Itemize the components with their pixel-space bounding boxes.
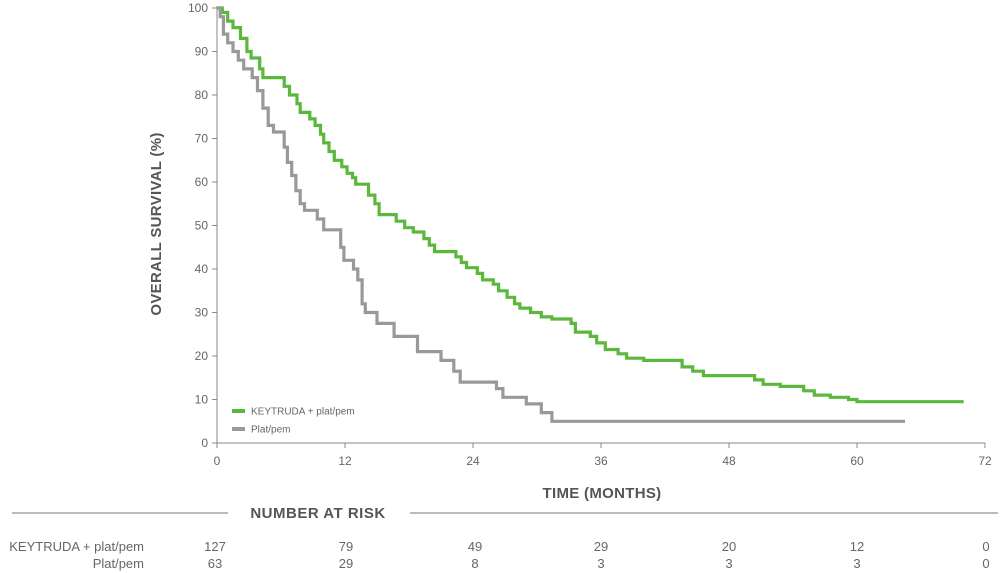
y-tick-label: 40 — [195, 262, 209, 276]
legend-label: Plat/pem — [251, 425, 290, 436]
x-tick-label: 48 — [722, 454, 736, 468]
y-tick-label: 30 — [195, 306, 209, 320]
y-tick-label: 10 — [195, 393, 209, 407]
y-tick-label: 20 — [195, 349, 209, 363]
risk-value: 29 — [339, 556, 353, 571]
x-tick-label: 72 — [978, 454, 992, 468]
x-tick-label: 12 — [338, 454, 352, 468]
risk-value: 3 — [853, 556, 860, 571]
risk-value: 0 — [982, 539, 989, 554]
y-tick-label: 90 — [195, 45, 209, 59]
risk-value: 63 — [208, 556, 222, 571]
legend: KEYTRUDA + plat/pem Plat/pem — [232, 407, 355, 436]
y-tick-label: 80 — [195, 88, 209, 102]
survival-curves — [217, 6, 964, 423]
number-at-risk-table: NUMBER AT RISK KEYTRUDA + plat/pem 127 79 49… — [9, 505, 998, 571]
legend-label: KEYTRUDA + plat/pem — [251, 407, 355, 418]
y-tick-label: 100 — [188, 1, 208, 15]
risk-value: 127 — [204, 539, 226, 554]
risk-value: 0 — [982, 556, 989, 571]
y-tick-label: 50 — [195, 219, 209, 233]
x-tick-label: 24 — [466, 454, 480, 468]
axes: 0 10 20 30 40 50 60 70 80 90 100 0 12 24 36 48 60 72 — [188, 1, 992, 468]
risk-value: 20 — [722, 539, 736, 554]
risk-value: 79 — [339, 539, 353, 554]
x-tick-label: 36 — [594, 454, 608, 468]
x-tick-label: 60 — [850, 454, 864, 468]
y-tick-label: 70 — [195, 132, 209, 146]
x-tick-label: 0 — [214, 454, 221, 468]
x-axis-title: TIME (MONTHS) — [543, 485, 662, 502]
curve-series-2 — [217, 6, 905, 423]
risk-value: 3 — [725, 556, 732, 571]
y-axis-title: OVERALL SURVIVAL (%) — [148, 132, 165, 315]
risk-row-label: Plat/pem — [93, 556, 144, 571]
risk-value: 29 — [594, 539, 608, 554]
risk-value: 49 — [468, 539, 482, 554]
y-tick-label: 0 — [201, 436, 208, 450]
risk-value: 3 — [597, 556, 604, 571]
risk-value: 12 — [850, 539, 864, 554]
risk-heading: NUMBER AT RISK — [250, 505, 385, 522]
risk-value: 8 — [471, 556, 478, 571]
y-tick-label: 60 — [195, 175, 209, 189]
risk-row-label: KEYTRUDA + plat/pem — [9, 539, 144, 554]
curve-series-1 — [217, 6, 964, 404]
